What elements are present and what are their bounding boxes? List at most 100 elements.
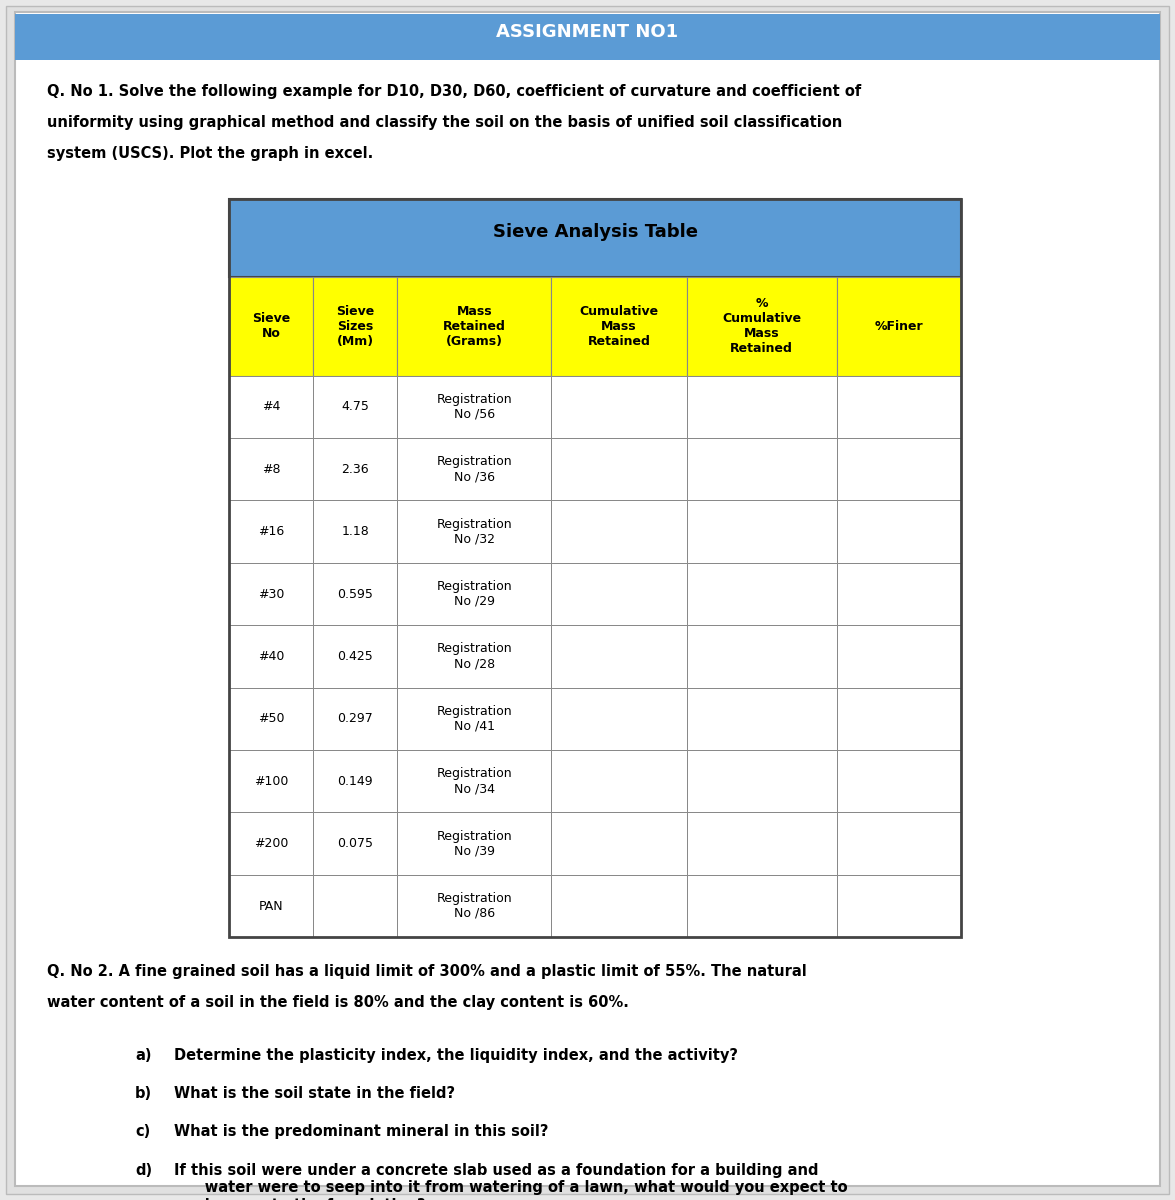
Bar xyxy=(397,277,551,376)
Text: system (USCS). Plot the graph in excel.: system (USCS). Plot the graph in excel. xyxy=(47,146,374,162)
Bar xyxy=(229,750,314,812)
Bar xyxy=(686,625,837,688)
Bar xyxy=(229,277,314,376)
Bar xyxy=(686,500,837,563)
Text: #100: #100 xyxy=(254,775,288,787)
Text: Registration
No /32: Registration No /32 xyxy=(437,517,512,546)
Text: Registration
No /36: Registration No /36 xyxy=(437,455,512,484)
Text: What is the predominant mineral in this soil?: What is the predominant mineral in this … xyxy=(174,1124,549,1140)
Bar xyxy=(314,500,397,563)
Text: If this soil were under a concrete slab used as a foundation for a building and
: If this soil were under a concrete slab … xyxy=(174,1163,847,1200)
Text: 0.297: 0.297 xyxy=(337,713,374,725)
Text: 0.595: 0.595 xyxy=(337,588,374,600)
Bar xyxy=(551,688,686,750)
Bar xyxy=(551,875,686,937)
Text: #40: #40 xyxy=(258,650,284,662)
Bar xyxy=(229,500,314,563)
Bar xyxy=(686,277,837,376)
Bar xyxy=(229,199,961,937)
Text: a): a) xyxy=(135,1048,152,1063)
Bar xyxy=(397,563,551,625)
Bar xyxy=(397,812,551,875)
Bar xyxy=(397,500,551,563)
Bar xyxy=(551,625,686,688)
Bar xyxy=(314,750,397,812)
Text: 4.75: 4.75 xyxy=(342,401,369,413)
Bar xyxy=(551,376,686,438)
Text: Registration
No /56: Registration No /56 xyxy=(437,392,512,421)
Bar xyxy=(15,14,1160,60)
Bar xyxy=(314,438,397,500)
Bar xyxy=(686,875,837,937)
Text: Registration
No /29: Registration No /29 xyxy=(437,580,512,608)
Bar xyxy=(686,750,837,812)
Text: Sieve
Sizes
(Mm): Sieve Sizes (Mm) xyxy=(336,305,375,348)
Text: #16: #16 xyxy=(258,526,284,538)
Bar xyxy=(837,625,961,688)
Bar xyxy=(551,277,686,376)
Bar xyxy=(314,563,397,625)
Bar xyxy=(837,750,961,812)
Text: Registration
No /34: Registration No /34 xyxy=(437,767,512,796)
Bar xyxy=(551,750,686,812)
Bar xyxy=(314,812,397,875)
Bar xyxy=(837,376,961,438)
Text: 0.075: 0.075 xyxy=(337,838,374,850)
Text: Registration
No /28: Registration No /28 xyxy=(437,642,512,671)
Text: Q. No 1. Solve the following example for D10, D30, D60, coefficient of curvature: Q. No 1. Solve the following example for… xyxy=(47,84,861,98)
Text: Mass
Retained
(Grams): Mass Retained (Grams) xyxy=(443,305,505,348)
Bar xyxy=(314,688,397,750)
Text: Sieve
No: Sieve No xyxy=(253,312,290,341)
Bar xyxy=(229,625,314,688)
Bar xyxy=(229,438,314,500)
Text: 0.425: 0.425 xyxy=(337,650,374,662)
Bar xyxy=(397,438,551,500)
Text: Registration
No /39: Registration No /39 xyxy=(437,829,512,858)
Text: ASSIGNMENT NO1: ASSIGNMENT NO1 xyxy=(496,23,679,41)
Bar xyxy=(314,875,397,937)
Text: c): c) xyxy=(135,1124,150,1140)
Bar xyxy=(229,199,961,277)
Text: PAN: PAN xyxy=(258,900,283,912)
Bar xyxy=(229,688,314,750)
Bar xyxy=(837,277,961,376)
Text: uniformity using graphical method and classify the soil on the basis of unified : uniformity using graphical method and cl… xyxy=(47,115,842,130)
Text: #4: #4 xyxy=(262,401,281,413)
Text: #8: #8 xyxy=(262,463,281,475)
Bar xyxy=(314,376,397,438)
Text: #30: #30 xyxy=(258,588,284,600)
Bar xyxy=(837,688,961,750)
Text: Cumulative
Mass
Retained: Cumulative Mass Retained xyxy=(579,305,658,348)
Bar xyxy=(397,376,551,438)
Text: d): d) xyxy=(135,1163,153,1178)
Text: %
Cumulative
Mass
Retained: % Cumulative Mass Retained xyxy=(723,298,801,355)
Bar xyxy=(686,438,837,500)
Bar xyxy=(551,812,686,875)
Text: Q. No 2. A fine grained soil has a liquid limit of 300% and a plastic limit of 5: Q. No 2. A fine grained soil has a liqui… xyxy=(47,964,807,979)
Bar xyxy=(229,563,314,625)
Bar xyxy=(686,688,837,750)
Bar xyxy=(837,812,961,875)
Bar xyxy=(314,277,397,376)
Text: Sieve Analysis Table: Sieve Analysis Table xyxy=(492,223,698,241)
Bar xyxy=(837,875,961,937)
Bar xyxy=(837,438,961,500)
Bar xyxy=(397,688,551,750)
Text: 1.18: 1.18 xyxy=(342,526,369,538)
Text: Determine the plasticity index, the liquidity index, and the activity?: Determine the plasticity index, the liqu… xyxy=(174,1048,738,1063)
Bar xyxy=(686,376,837,438)
Bar xyxy=(229,376,314,438)
Text: 0.149: 0.149 xyxy=(337,775,374,787)
Bar xyxy=(397,625,551,688)
Text: water content of a soil in the field is 80% and the clay content is 60%.: water content of a soil in the field is … xyxy=(47,995,629,1010)
Text: #50: #50 xyxy=(258,713,284,725)
Bar xyxy=(397,875,551,937)
Text: 2.36: 2.36 xyxy=(342,463,369,475)
Bar xyxy=(551,438,686,500)
Text: b): b) xyxy=(135,1086,153,1102)
Bar xyxy=(686,812,837,875)
Bar xyxy=(397,750,551,812)
Bar xyxy=(837,500,961,563)
Text: Registration
No /86: Registration No /86 xyxy=(437,892,512,920)
Bar xyxy=(551,500,686,563)
